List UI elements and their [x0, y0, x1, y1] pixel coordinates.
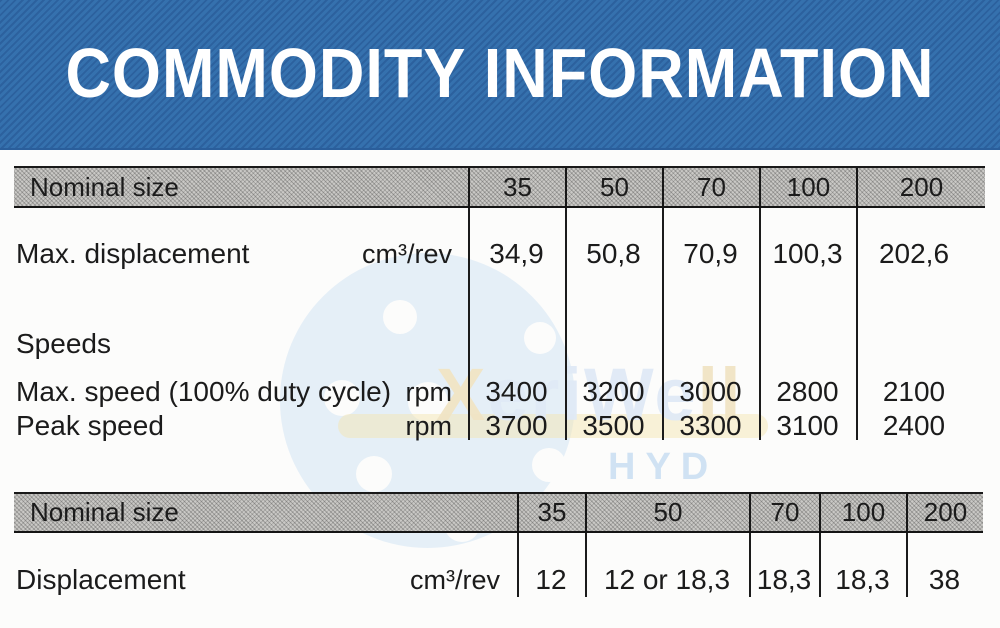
row-label: Displacement [16, 564, 186, 595]
row-label: Max. speed (100% duty cycle) [16, 376, 392, 407]
table2-divider [585, 533, 587, 597]
table2-header-row: Nominal size 35 50 70 100 200 [14, 492, 983, 533]
banner: COMMODITY INFORMATION [0, 0, 1000, 150]
watermark-hole-icon [356, 456, 392, 492]
table1-header-label: Nominal size [30, 171, 179, 202]
value-cell: 3200 [582, 376, 645, 407]
row-unit: rpm [405, 377, 453, 407]
table1-divider [759, 208, 761, 440]
table-section-row: Speeds [0, 326, 1000, 362]
table-row: Max. speed (100% duty cycle) rpm 3400 32… [0, 374, 1000, 410]
column-header: 50 [565, 168, 662, 206]
table1-divider [856, 208, 858, 440]
row-label: Max. displacement [16, 238, 250, 269]
column-header: 100 [819, 494, 906, 531]
column-header: 200 [906, 494, 983, 531]
table1-divider [662, 208, 664, 440]
value-cell: 2400 [882, 410, 946, 441]
column-header: 200 [856, 168, 985, 206]
row-unit: cm³/rev [410, 565, 500, 595]
value-cell: 2800 [776, 376, 839, 407]
table-row: Peak speed rpm 3700 3500 3300 3100 2400 [0, 408, 1000, 444]
column-header: 70 [662, 168, 759, 206]
value-cell: 3300 [679, 410, 742, 441]
watermark-highlight [338, 414, 768, 438]
watermark-hole-icon [383, 300, 417, 334]
table2-divider [906, 533, 908, 597]
value-cell: 3700 [485, 410, 548, 441]
table2-divider [517, 533, 519, 597]
value-cell: 100,3 [772, 238, 843, 269]
value-cell: 12 [535, 564, 567, 595]
value-cell: 12 or 18,3 [603, 564, 731, 595]
column-header: 35 [468, 168, 565, 206]
column-header: 50 [585, 494, 749, 531]
watermark-hole-icon [324, 380, 360, 416]
value-cell: 202,6 [878, 238, 950, 269]
table2-divider [749, 533, 751, 597]
column-header: 70 [749, 494, 819, 531]
value-cell: 3000 [679, 376, 742, 407]
table1-divider [468, 208, 470, 440]
table1-divider [565, 208, 567, 440]
watermark-text-part: ll [697, 353, 743, 436]
value-cell: 3100 [776, 410, 839, 441]
watermark-text-part: X [436, 353, 488, 436]
value-cell: 38 [928, 564, 961, 595]
value-cell: 18,3 [835, 564, 890, 595]
table2-divider [819, 533, 821, 597]
table2-header-label: Nominal size [30, 497, 179, 527]
page-title: COMMODITY INFORMATION [65, 35, 935, 113]
table-row: Max. displacement cm³/rev 34,9 50,8 70,9… [0, 236, 1000, 272]
column-header: 35 [517, 494, 585, 531]
table-row: Displacement cm³/rev 12 12 or 18,3 18,3 … [0, 562, 1000, 598]
row-unit: cm³/rev [362, 239, 452, 269]
value-cell: 34,9 [489, 238, 544, 269]
value-cell: 2100 [882, 376, 946, 407]
value-cell: 70,9 [683, 238, 738, 269]
watermark-text-part: We [583, 353, 698, 436]
value-cell: 3400 [485, 376, 548, 407]
watermark-hole-icon [524, 322, 556, 354]
table1-header-row: Nominal size 35 50 70 100 200 [14, 166, 985, 208]
value-cell: 18,3 [756, 564, 812, 595]
watermark-hyd-text: HYD [608, 446, 719, 488]
value-cell: 50,8 [586, 238, 641, 269]
column-header: 100 [759, 168, 856, 206]
row-label: Peak speed [16, 410, 164, 441]
section-label: Speeds [16, 328, 111, 359]
watermark-hole-icon [532, 448, 566, 482]
value-cell: 3500 [582, 410, 645, 441]
row-unit: rpm [405, 411, 453, 441]
